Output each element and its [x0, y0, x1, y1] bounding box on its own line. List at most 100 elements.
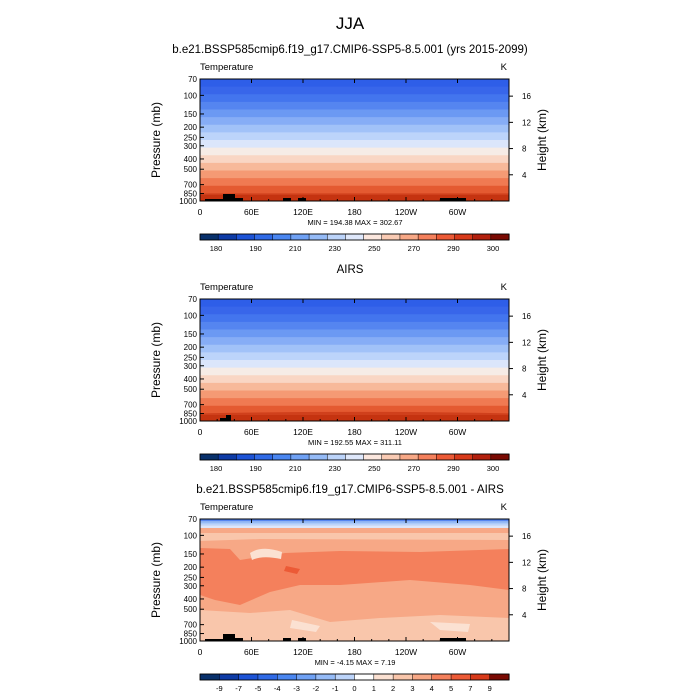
diff-warm-region — [200, 548, 509, 605]
contour-band — [200, 155, 509, 164]
height-tick-label: 12 — [522, 338, 531, 347]
contour-band — [200, 344, 509, 353]
x-tick-label: 180 — [347, 427, 361, 437]
colorbar-label: 250 — [368, 244, 381, 253]
x-tick-label: 180 — [347, 647, 361, 657]
topography-block — [298, 638, 306, 641]
colorbar-frame — [199, 453, 510, 461]
colorbar-swatch — [238, 673, 259, 681]
colorbar-swatch — [399, 453, 419, 461]
contour-band — [200, 86, 509, 95]
colorbar-swatch — [354, 673, 375, 681]
y-axis-title: Pressure (mb) — [149, 102, 163, 178]
colorbar-label: 190 — [249, 464, 262, 473]
colorbar-label: 9 — [488, 684, 492, 693]
height-tick-label: 4 — [522, 391, 527, 400]
colorbar-swatch — [412, 673, 433, 681]
x-tick-label: 0 — [198, 207, 203, 217]
height-tick-label: 4 — [522, 171, 527, 180]
colorbar-swatch — [272, 453, 292, 461]
colorbar-swatch — [254, 453, 274, 461]
y-tick-label: 300 — [184, 142, 198, 151]
topography-block — [235, 198, 243, 201]
y-tick-label: 100 — [184, 531, 198, 540]
variable-label: Temperature — [200, 62, 253, 73]
variable-label: Temperature — [200, 502, 253, 513]
diff-light-lower — [200, 610, 509, 641]
colorbar-swatch — [290, 233, 310, 241]
colorbar-swatch — [472, 233, 492, 241]
colorbar-swatch — [315, 673, 336, 681]
colorbar-label: 5 — [449, 684, 453, 693]
height-tick-label: 16 — [522, 312, 531, 321]
colorbar-swatch — [217, 453, 237, 461]
x-tick-label: 60W — [449, 647, 466, 657]
contour-band — [200, 185, 509, 194]
contour-band — [200, 398, 509, 407]
y-axis-title: Pressure (mb) — [149, 542, 163, 618]
colorbar-swatch — [454, 453, 474, 461]
colorbar-label: 180 — [210, 244, 223, 253]
height-tick-label: 16 — [522, 532, 531, 541]
y-tick-label: 250 — [184, 353, 198, 362]
variable-label: Temperature — [200, 282, 253, 293]
y-tick-label: 400 — [184, 375, 198, 384]
y-tick-label: 150 — [184, 110, 198, 119]
colorbar-swatch — [308, 453, 328, 461]
y-tick-label: 200 — [184, 563, 198, 572]
y-tick-label: 850 — [184, 190, 198, 199]
panel-title: b.e21.BSSP585cmip6.f19_g17.CMIP6-SSP5-8.… — [196, 484, 504, 496]
right-axis-title: Height (km) — [535, 549, 549, 611]
colorbar-label: 3 — [410, 684, 414, 693]
topography-block — [223, 634, 235, 641]
colorbar-swatch — [381, 233, 401, 241]
panel-1: b.e21.BSSP585cmip6.f19_g17.CMIP6-SSP5-8.… — [149, 44, 549, 253]
colorbar-swatch — [345, 453, 365, 461]
contour-band — [200, 124, 509, 133]
colorbar-swatch — [277, 673, 298, 681]
height-tick-label: 16 — [522, 92, 531, 101]
colorbar-label: 270 — [408, 464, 421, 473]
topography-block — [223, 194, 235, 201]
colorbar-label: 290 — [447, 464, 460, 473]
colorbar-label: -5 — [255, 684, 262, 693]
y-tick-label: 1000 — [179, 197, 197, 206]
y-tick-label: 500 — [184, 385, 198, 394]
colorbar-label: 0 — [352, 684, 356, 693]
topography-block — [298, 198, 306, 201]
units-label: K — [501, 62, 508, 73]
colorbar-swatch — [254, 233, 274, 241]
colorbar-swatch — [417, 453, 437, 461]
x-tick-label: 0 — [198, 427, 203, 437]
height-tick-label: 12 — [522, 558, 531, 567]
y-tick-label: 70 — [188, 75, 197, 84]
units-label: K — [501, 502, 508, 513]
colorbar-swatch — [399, 233, 419, 241]
y-tick-label: 150 — [184, 550, 198, 559]
contour-band — [200, 132, 509, 141]
x-tick-label: 60E — [244, 207, 259, 217]
contour-band — [200, 337, 509, 346]
y-tick-label: 250 — [184, 133, 198, 142]
stats-text: MIN = -4.15 MAX = 7.19 — [315, 658, 396, 667]
x-tick-label: 120E — [293, 647, 313, 657]
x-tick-label: 120W — [395, 647, 417, 657]
colorbar-label: 290 — [447, 244, 460, 253]
colorbar-label: -3 — [293, 684, 300, 693]
colorbar-swatch — [373, 673, 394, 681]
colorbar-swatch — [290, 453, 310, 461]
colorbar-label: -2 — [313, 684, 320, 693]
contour-band — [200, 321, 509, 331]
colorbar-swatch — [470, 673, 491, 681]
colorbar-label: 230 — [328, 464, 341, 473]
colorbar-swatch — [381, 453, 401, 461]
y-tick-label: 500 — [184, 165, 198, 174]
diff-pale-lower — [290, 620, 320, 632]
contour-band — [200, 314, 509, 323]
topography-block — [235, 638, 243, 641]
colorbar-swatch — [219, 673, 240, 681]
contour-band — [200, 94, 509, 103]
y-tick-label: 70 — [188, 295, 197, 304]
y-tick-label: 100 — [184, 91, 198, 100]
